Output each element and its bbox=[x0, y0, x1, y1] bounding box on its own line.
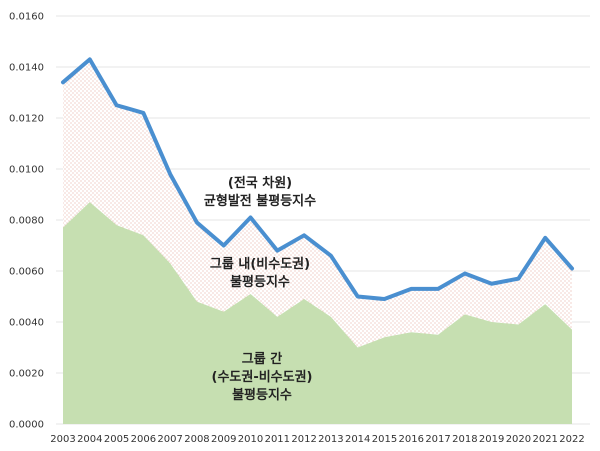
x-tick-label: 2010 bbox=[238, 434, 263, 445]
x-tick-label: 2012 bbox=[291, 434, 316, 445]
axes: 0.0000 0.0020 0.0040 0.0060 0.0080 0.0100 0.01… bbox=[9, 12, 585, 446]
x-tick-label: 2013 bbox=[318, 434, 343, 445]
x-tick-label: 2015 bbox=[372, 434, 397, 445]
x-tick-label: 2005 bbox=[104, 434, 129, 445]
annotation-between-line2: (수도권-비수도권) bbox=[212, 370, 313, 385]
x-tick-label: 2020 bbox=[506, 434, 531, 445]
y-tick-label: 0.0160 bbox=[9, 12, 44, 23]
x-tick-label: 2019 bbox=[479, 434, 504, 445]
annotation-between-line1: 그룹 간 bbox=[242, 351, 282, 367]
areas bbox=[63, 59, 572, 424]
lines bbox=[61, 57, 574, 302]
y-tick-label: 0.0120 bbox=[9, 114, 44, 125]
x-tick-label: 2011 bbox=[265, 434, 290, 445]
total-inequality-line bbox=[61, 57, 574, 302]
x-tick-label: 2022 bbox=[559, 434, 584, 445]
y-tick-label: 0.0080 bbox=[9, 216, 44, 227]
y-tick-label: 0.0100 bbox=[9, 165, 44, 176]
y-tick-label: 0.0020 bbox=[9, 369, 44, 380]
x-tick-label: 2007 bbox=[157, 434, 182, 445]
y-tick-label: 0.0000 bbox=[9, 420, 44, 431]
x-tick-label: 2008 bbox=[184, 434, 209, 445]
x-tick-label: 2009 bbox=[211, 434, 236, 445]
x-tick-label: 2021 bbox=[532, 434, 557, 445]
annotation-within-line1: 그룹 내(비수도권) bbox=[210, 256, 310, 272]
within-group-area bbox=[63, 59, 572, 348]
x-tick-label: 2004 bbox=[77, 434, 102, 445]
y-tick-label: 0.0060 bbox=[9, 267, 44, 278]
x-tick-label: 2014 bbox=[345, 434, 370, 445]
annotation-within-line2: 불평등지수 bbox=[230, 274, 290, 290]
x-tick-label: 2018 bbox=[452, 434, 477, 445]
annotation-between-line3: 불평등지수 bbox=[232, 387, 292, 403]
annotation-total-line2: 균형발전 불평등지수 bbox=[204, 193, 316, 209]
x-tick-label: 2016 bbox=[399, 434, 424, 445]
x-tick-label: 2017 bbox=[425, 434, 450, 445]
y-tick-label: 0.0040 bbox=[9, 318, 44, 329]
annotation-total-line1: (전국 차원) bbox=[228, 175, 292, 191]
x-tick-label: 2003 bbox=[50, 434, 75, 445]
annotations: (전국 차원) 균형발전 불평등지수 그룹 내(비수도권) 불평등지수 그룹 간… bbox=[204, 175, 316, 403]
between-group-area bbox=[63, 202, 572, 424]
y-tick-label: 0.0140 bbox=[9, 63, 44, 74]
x-tick-label: 2006 bbox=[131, 434, 156, 445]
